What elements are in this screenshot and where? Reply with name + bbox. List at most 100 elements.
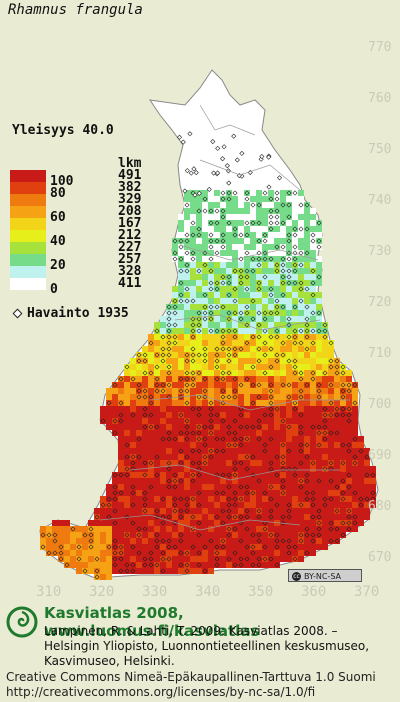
observation-marker — [239, 150, 245, 156]
abundance-cell — [244, 556, 250, 562]
abundance-cell — [310, 394, 316, 400]
observation-marker — [352, 490, 358, 496]
abundance-cell — [226, 550, 232, 556]
abundance-cell — [352, 502, 358, 508]
abundance-cell — [286, 202, 292, 208]
observation-marker — [232, 388, 238, 394]
observation-marker — [280, 262, 286, 268]
abundance-cell — [304, 358, 310, 364]
observation-marker — [172, 472, 178, 478]
observation-marker — [310, 280, 316, 286]
abundance-cell — [358, 472, 364, 478]
observation-marker — [190, 430, 196, 436]
abundance-cell — [304, 262, 310, 268]
abundance-cell — [268, 526, 274, 532]
observation-marker — [88, 544, 94, 550]
abundance-cell — [172, 484, 178, 490]
abundance-cell — [238, 364, 244, 370]
abundance-cell — [226, 208, 232, 214]
abundance-cell — [280, 358, 286, 364]
abundance-cell — [184, 190, 190, 196]
abundance-cell — [124, 394, 130, 400]
abundance-cell — [172, 472, 178, 478]
abundance-cell — [238, 340, 244, 346]
abundance-cell — [298, 400, 304, 406]
abundance-cell — [202, 496, 208, 502]
observation-marker — [136, 550, 142, 556]
abundance-cell — [316, 376, 322, 382]
observation-marker — [274, 268, 280, 274]
abundance-cell — [316, 490, 322, 496]
observation-marker — [148, 562, 154, 568]
abundance-cell — [190, 370, 196, 376]
observation-marker — [208, 220, 214, 226]
abundance-cell — [244, 298, 250, 304]
observation-marker — [172, 250, 178, 256]
observation-marker — [178, 376, 184, 382]
observation-marker — [160, 496, 166, 502]
observation-marker — [298, 376, 304, 382]
abundance-cell — [154, 394, 160, 400]
abundance-cell — [130, 412, 136, 418]
abundance-cell — [346, 436, 352, 442]
legend-swatch — [10, 254, 46, 266]
abundance-cell — [208, 490, 214, 496]
abundance-cell — [208, 454, 214, 460]
abundance-cell — [202, 514, 208, 520]
abundance-cell — [214, 220, 220, 226]
abundance-cell — [148, 550, 154, 556]
abundance-cell — [298, 454, 304, 460]
observation-marker — [196, 412, 202, 418]
observation-marker — [208, 208, 214, 214]
abundance-cell — [172, 430, 178, 436]
abundance-cell — [184, 568, 190, 574]
abundance-cell — [202, 310, 208, 316]
abundance-cell — [208, 370, 214, 376]
abundance-cell — [280, 544, 286, 550]
observation-marker — [250, 400, 256, 406]
abundance-cell — [124, 526, 130, 532]
observation-marker — [178, 256, 184, 262]
observation-marker — [208, 304, 214, 310]
observation-marker — [136, 526, 142, 532]
observation-marker — [298, 484, 304, 490]
observation-marker — [280, 478, 286, 484]
abundance-cell — [160, 478, 166, 484]
abundance-cell — [364, 496, 370, 502]
license-badge[interactable]: cc BY-NC-SA — [288, 569, 362, 582]
observation-marker — [180, 139, 186, 145]
observation-marker — [292, 370, 298, 376]
observation-marker — [190, 544, 196, 550]
abundance-cell — [196, 490, 202, 496]
legend-value: 60 — [50, 210, 66, 225]
abundance-cell — [304, 364, 310, 370]
abundance-cell — [334, 508, 340, 514]
abundance-cell — [298, 484, 304, 490]
abundance-cell — [250, 460, 256, 466]
observation-marker — [298, 442, 304, 448]
abundance-cell — [220, 232, 226, 238]
observation-marker — [256, 562, 262, 568]
credit-citation: Lampinen, R. & Lahti, T. 2009: Kasviatla… — [44, 624, 370, 668]
abundance-cell — [172, 562, 178, 568]
abundance-cell — [148, 526, 154, 532]
abundance-cell — [220, 292, 226, 298]
abundance-cell — [130, 466, 136, 472]
abundance-cell — [148, 544, 154, 550]
abundance-cell — [310, 472, 316, 478]
abundance-cell — [178, 514, 184, 520]
grid-y-label: 670 — [368, 550, 392, 565]
abundance-cell — [196, 310, 202, 316]
abundance-cell — [166, 388, 172, 394]
abundance-cell — [244, 196, 250, 202]
observation-marker — [220, 370, 226, 376]
abundance-cell — [268, 382, 274, 388]
observation-marker — [262, 412, 268, 418]
abundance-cell — [244, 304, 250, 310]
abundance-cell — [190, 568, 196, 574]
observation-marker — [244, 436, 250, 442]
abundance-cell — [220, 442, 226, 448]
abundance-cell — [166, 532, 172, 538]
abundance-cell — [190, 364, 196, 370]
abundance-cell — [172, 388, 178, 394]
